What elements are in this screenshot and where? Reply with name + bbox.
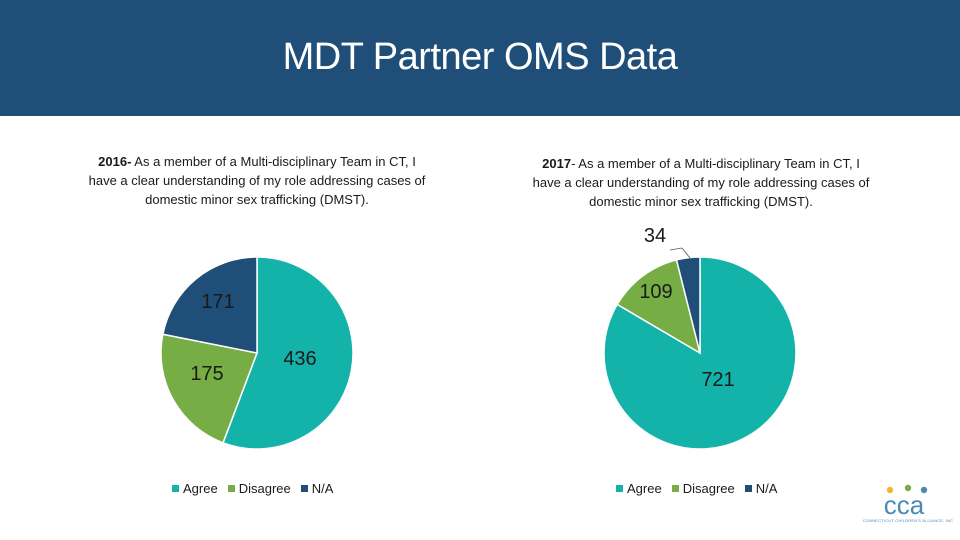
- chart-2017-title: 2017- As a member of a Multi-disciplinar…: [532, 154, 870, 211]
- cca-logo: cca: [884, 484, 928, 520]
- legend-label-agree: Agree: [627, 481, 662, 496]
- legend-swatch-na: [744, 485, 752, 492]
- logo-figure-head-2: [904, 484, 912, 492]
- legend-label-na: N/A: [755, 481, 778, 496]
- pie-2016-slice-agree: [222, 256, 354, 450]
- logo-figure-head-3: [920, 486, 928, 494]
- legend-item-disagree: Disagree: [227, 481, 291, 496]
- pie-2016-label-disagree: 175: [190, 363, 223, 385]
- title-banner: MDT Partner OMS Data: [0, 0, 960, 116]
- pie-2016-slice-disagree: [160, 333, 259, 444]
- pie-2017-slice-disagree: [616, 259, 702, 355]
- legend-label-agree: Agree: [183, 481, 218, 496]
- page-title: MDT Partner OMS Data: [282, 36, 678, 78]
- legend-swatch-disagree: [227, 485, 235, 492]
- chart-2016-question: As a member of a Multi-disciplinary Team…: [88, 154, 426, 207]
- chart-2016-year: 2016-: [98, 154, 132, 169]
- legend-swatch-disagree: [671, 485, 679, 492]
- chart-2017-question: - As a member of a Multi-disciplinary Te…: [532, 156, 870, 209]
- chart-2016-legend: Agree Disagree N/A: [172, 481, 343, 496]
- legend-swatch-agree: [172, 485, 179, 492]
- legend-item-agree: Agree: [616, 481, 662, 496]
- legend-swatch-na: [300, 485, 308, 492]
- logo-wordmark: cca: [884, 490, 925, 520]
- pie-2017-label-agree: 721: [701, 369, 734, 391]
- legend-item-na: N/A: [300, 481, 334, 496]
- logo-figure-head-1: [886, 486, 894, 494]
- legend-item-na: N/A: [744, 481, 778, 496]
- pie-2017-slice-na: [675, 256, 701, 354]
- legend-swatch-agree: [616, 485, 623, 492]
- pie-2017-label-disagree: 109: [639, 281, 672, 303]
- pie-2017-label-na: 34: [644, 225, 666, 247]
- pie-2016-label-na: 171: [201, 291, 234, 313]
- legend-label-na: N/A: [311, 481, 334, 496]
- chart-2017-year: 2017: [542, 156, 572, 171]
- pie-2016-slice-na: [161, 256, 258, 354]
- pie-2017-callout-line: [669, 247, 691, 259]
- logo-tagline: CONNECTICUT CHILDREN'S ALLIANCE, INC: [862, 518, 954, 523]
- legend-item-disagree: Disagree: [671, 481, 735, 496]
- legend-label-disagree: Disagree: [238, 481, 291, 496]
- chart-2017-legend: Agree Disagree N/A: [616, 481, 787, 496]
- pie-2016-label-agree: 436: [283, 348, 316, 370]
- legend-item-agree: Agree: [172, 481, 218, 496]
- chart-2016-title: 2016- As a member of a Multi-disciplinar…: [88, 152, 426, 209]
- legend-label-disagree: Disagree: [682, 481, 735, 496]
